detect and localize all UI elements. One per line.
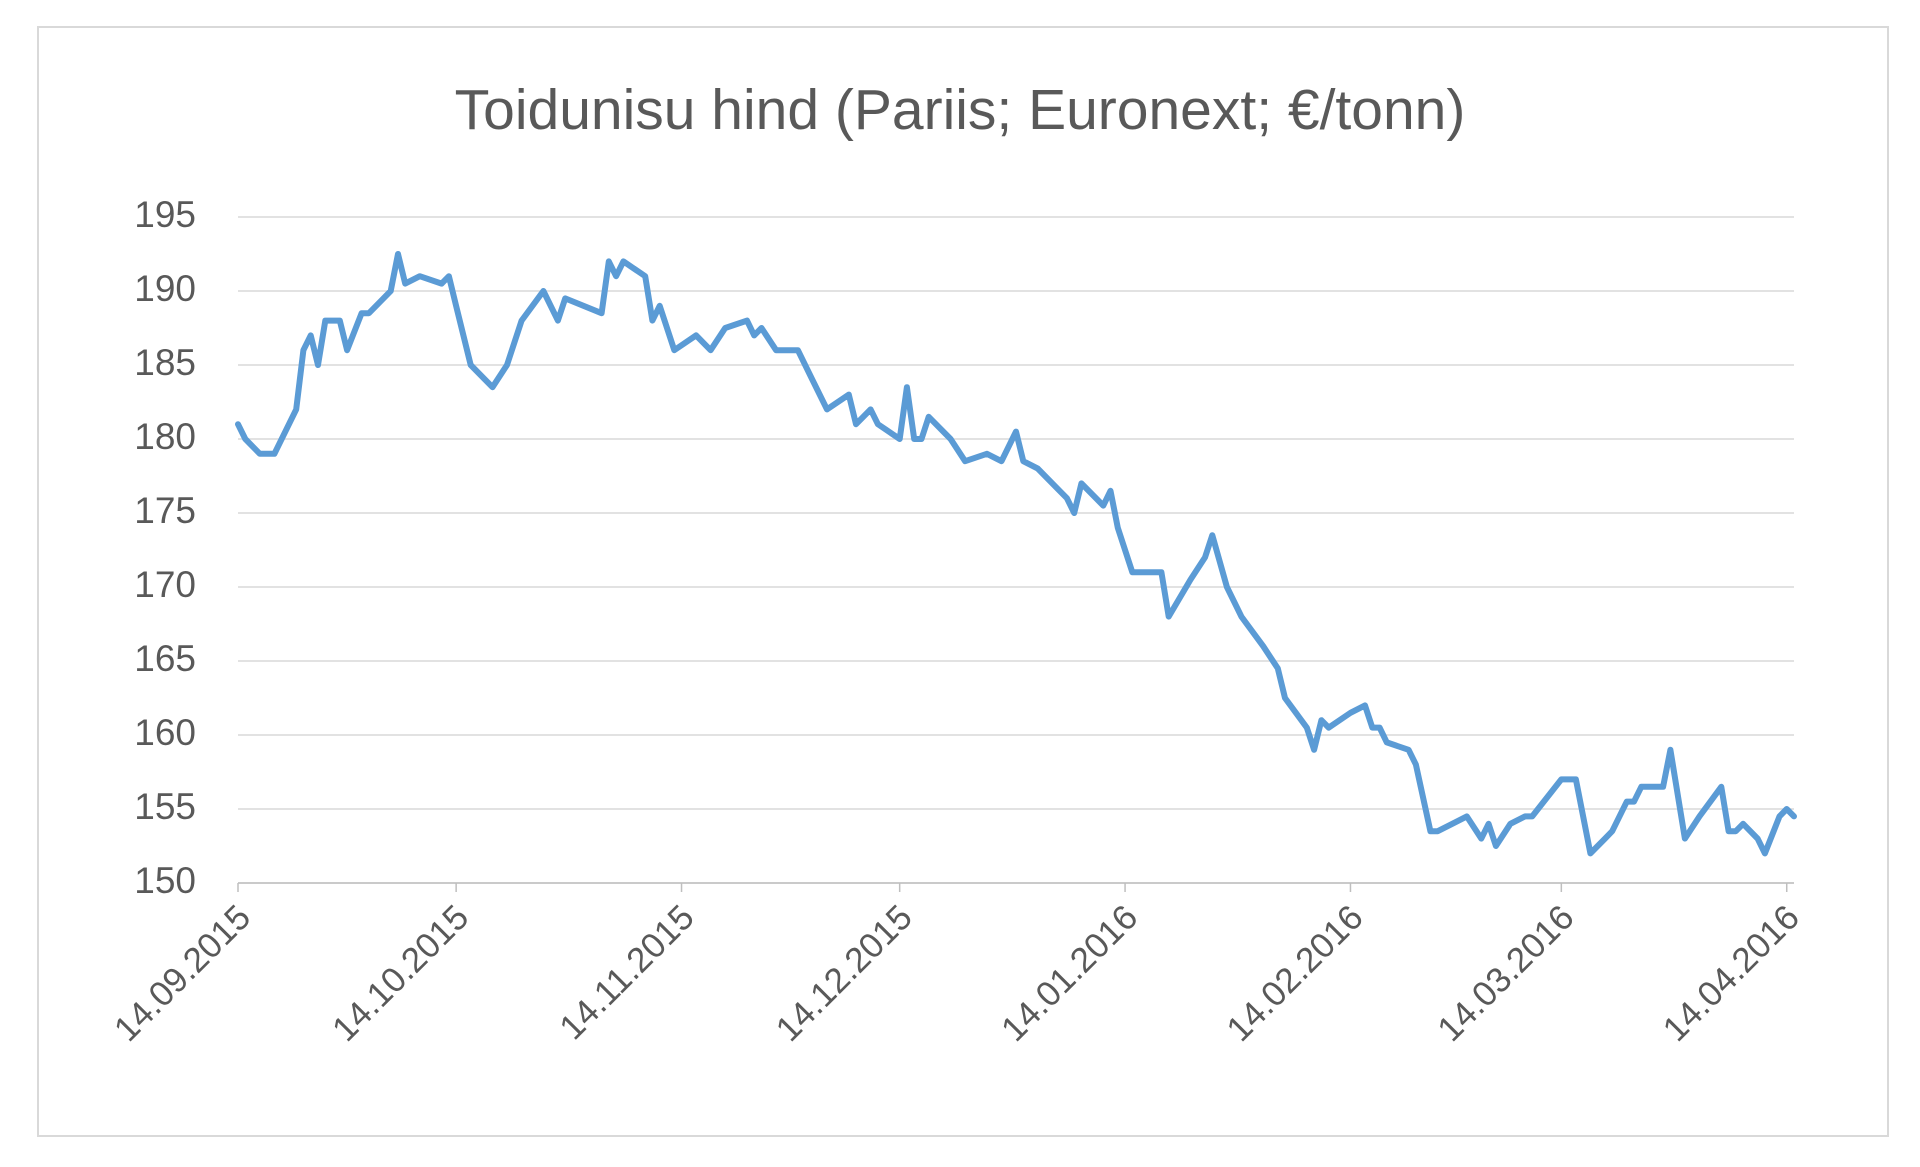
y-tick-label: 185 [134, 342, 196, 383]
y-tick-label: 160 [134, 712, 196, 753]
chart-title: Toidunisu hind (Pariis; Euronext; €/tonn… [455, 78, 1466, 142]
y-tick-label: 175 [134, 490, 196, 531]
y-tick-label: 165 [134, 638, 196, 679]
y-tick-label: 150 [134, 860, 196, 901]
price-line [235, 251, 1797, 857]
chart-frame [37, 26, 1889, 1137]
y-tick-label: 170 [134, 564, 196, 605]
y-tick-label: 190 [134, 268, 196, 309]
y-tick-label: 155 [134, 786, 196, 827]
y-tick-label: 180 [134, 416, 196, 457]
y-tick-label: 195 [134, 194, 196, 235]
